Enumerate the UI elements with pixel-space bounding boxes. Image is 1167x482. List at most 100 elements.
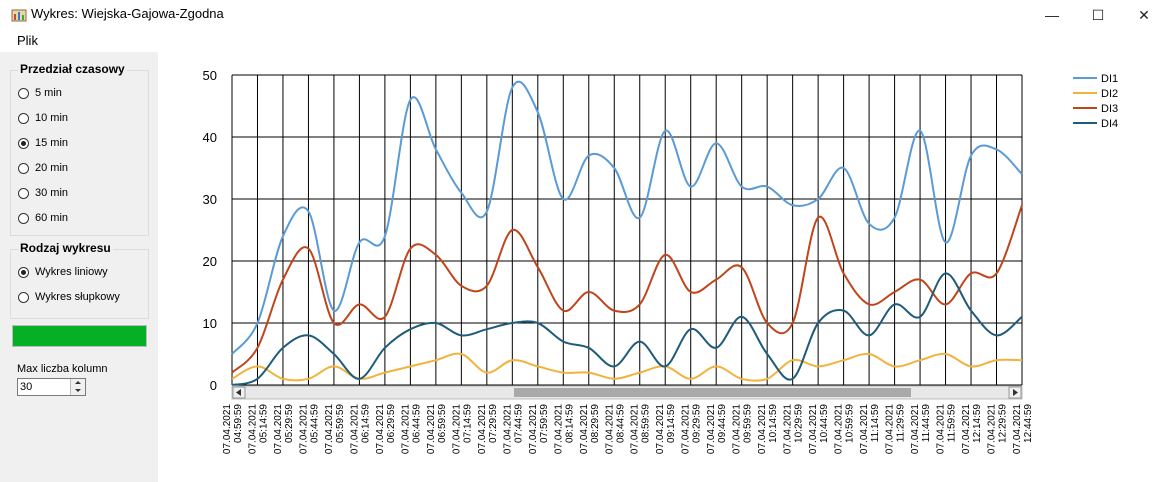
x-tick-time: 11:59:59	[947, 404, 958, 443]
x-tick-date: 07.04.2021	[553, 404, 564, 454]
close-button[interactable]: ✕	[1121, 0, 1167, 30]
radio-circle-selected[interactable]	[18, 137, 29, 149]
x-tick-time: 07:29:59	[488, 404, 499, 443]
x-tick-label: 07.04.2021 11:29:59	[885, 404, 907, 454]
radio-circle-selected[interactable]	[18, 266, 29, 278]
x-tick-label: 07.04.2021 09:29:59	[681, 404, 703, 454]
x-tick-label: 07.04.2021 11:44:59	[910, 404, 932, 454]
x-tick-time: 07:44:59	[513, 404, 524, 443]
x-tick-time: 11:14:59	[870, 404, 881, 443]
x-tick-date: 07.04.2021	[1012, 404, 1023, 454]
radio-circle[interactable]	[18, 291, 29, 303]
radio-20-min[interactable]: 20 min	[18, 160, 68, 176]
radio-circle[interactable]	[18, 87, 29, 99]
x-tick-label: 07.04.2021 07:14:59	[451, 404, 473, 454]
x-tick-label: 07.04.2021 10:29:59	[783, 404, 805, 454]
x-tick-date: 07.04.2021	[273, 404, 284, 454]
x-tick-date: 07.04.2021	[859, 404, 870, 454]
chart-legend: DI1 DI2 DI3 DI4	[1073, 73, 1118, 130]
radio-line-chart[interactable]: Wykres liniowy	[18, 264, 108, 280]
x-tick-time: 12:29:59	[998, 404, 1009, 443]
minimize-button[interactable]: —	[1029, 0, 1075, 30]
x-tick-time: 05:29:59	[284, 404, 295, 443]
radio-circle[interactable]	[18, 212, 29, 224]
chart-type-group: Rodzaj wykresu Wykres liniowy Wykres słu…	[10, 241, 149, 319]
x-tick-date: 07.04.2021	[451, 404, 462, 454]
x-tick-time: 11:29:59	[896, 404, 907, 443]
minimize-icon: —	[1045, 7, 1059, 23]
x-axis-labels: 07.04.2021 04:59:59 07.04.2021 05:14:59 07.0…	[222, 404, 1034, 454]
x-tick-date: 07.04.2021	[936, 404, 947, 454]
scrollbar-thumb	[514, 388, 911, 397]
x-tick-label: 07.04.2021 10:14:59	[757, 404, 779, 454]
x-tick-date: 07.04.2021	[349, 404, 360, 454]
x-tick-label: 07.04.2021 12:44:59	[1012, 404, 1034, 454]
app-icon	[11, 9, 27, 22]
maximize-button[interactable]: ☐	[1075, 0, 1121, 30]
radio-label: 15 min	[35, 137, 69, 149]
x-tick-time: 05:14:59	[258, 404, 269, 443]
x-tick-date: 07.04.2021	[247, 404, 258, 454]
x-tick-date: 07.04.2021	[375, 404, 386, 454]
title-bar: Wykres: Wiejska-Gajowa-Zgodna — ☐ ✕	[0, 0, 1167, 30]
x-tick-date: 07.04.2021	[222, 404, 233, 454]
y-tick-label: 30	[203, 192, 217, 207]
x-tick-time: 06:14:59	[360, 404, 371, 443]
chart-series	[231, 80, 1023, 386]
progress-fill	[13, 326, 146, 346]
x-tick-date: 07.04.2021	[400, 404, 411, 454]
chart-type-title: Rodzaj wykresu	[18, 241, 113, 255]
radio-5-min[interactable]: 5 min	[18, 85, 62, 101]
chart-grid	[231, 74, 1023, 386]
radio-30-min[interactable]: 30 min	[18, 185, 68, 201]
x-tick-label: 07.04.2021 05:59:59	[324, 404, 346, 454]
x-tick-time: 09:44:59	[717, 404, 728, 443]
legend-label: DI2	[1101, 88, 1118, 100]
radio-label: 5 min	[35, 87, 62, 99]
x-tick-date: 07.04.2021	[706, 404, 717, 454]
x-tick-label: 07.04.2021 06:14:59	[349, 404, 371, 454]
x-tick-label: 07.04.2021 09:44:59	[706, 404, 728, 454]
x-tick-label: 07.04.2021 09:14:59	[655, 404, 677, 454]
radio-circle[interactable]	[18, 112, 29, 124]
radio-bar-chart[interactable]: Wykres słupkowy	[18, 289, 120, 305]
x-tick-label: 07.04.2021 07:44:59	[502, 404, 524, 454]
x-tick-date: 07.04.2021	[910, 404, 921, 454]
x-tick-time: 06:44:59	[411, 404, 422, 443]
x-tick-date: 07.04.2021	[579, 404, 590, 454]
radio-label: 60 min	[35, 212, 69, 224]
x-tick-time: 07:14:59	[462, 404, 473, 443]
x-tick-date: 07.04.2021	[655, 404, 666, 454]
y-tick-label: 10	[203, 316, 217, 331]
radio-10-min[interactable]: 10 min	[18, 110, 68, 126]
x-tick-date: 07.04.2021	[502, 404, 513, 454]
radio-circle[interactable]	[18, 187, 29, 199]
x-tick-date: 07.04.2021	[961, 404, 972, 454]
menu-item-plik[interactable]: Plik	[17, 33, 38, 48]
x-tick-time: 12:44:59	[1023, 404, 1034, 443]
x-tick-label: 07.04.2021 08:29:59	[579, 404, 601, 454]
radio-label: Wykres liniowy	[35, 266, 108, 278]
chart-scrollbar[interactable]	[231, 385, 1023, 400]
max-columns-value[interactable]: 30	[20, 381, 33, 393]
radio-circle[interactable]	[18, 162, 29, 174]
x-tick-date: 07.04.2021	[987, 404, 998, 454]
x-tick-label: 07.04.2021 12:29:59	[987, 404, 1009, 454]
x-tick-time: 09:29:59	[692, 404, 703, 443]
menu-bar: Plik	[0, 30, 1167, 52]
radio-label: 30 min	[35, 187, 69, 199]
x-tick-label: 07.04.2021 06:29:59	[375, 404, 397, 454]
radio-60-min[interactable]: 60 min	[18, 210, 68, 226]
maximize-icon: ☐	[1091, 7, 1105, 23]
x-tick-label: 07.04.2021 10:44:59	[808, 404, 830, 454]
max-columns-stepper[interactable]: 30	[17, 378, 86, 396]
x-tick-date: 07.04.2021	[604, 404, 615, 454]
progress-bar	[12, 325, 147, 347]
stepper-down-button[interactable]	[71, 387, 85, 395]
series-line-di4	[231, 272, 1023, 386]
x-tick-label: 07.04.2021 12:14:59	[961, 404, 983, 454]
radio-15-min[interactable]: 15 min	[18, 135, 68, 151]
x-tick-time: 05:59:59	[335, 404, 346, 443]
x-tick-date: 07.04.2021	[477, 404, 488, 454]
